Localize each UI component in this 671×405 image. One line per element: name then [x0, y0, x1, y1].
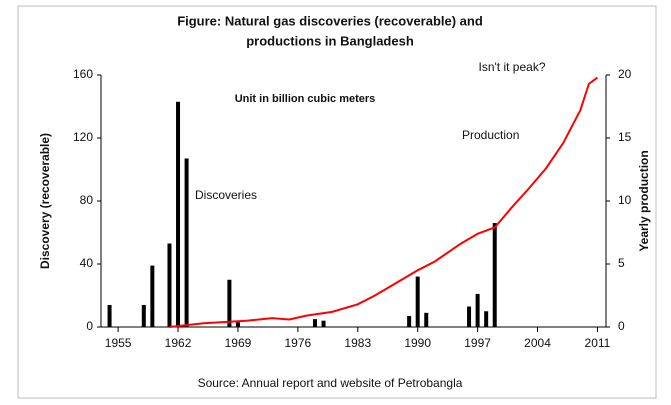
x-tick-label: 1997 — [464, 336, 491, 350]
bar — [312, 319, 317, 327]
bar — [475, 293, 480, 327]
x-tick-label: 1976 — [285, 336, 312, 350]
y-tick-label: 80 — [80, 193, 94, 207]
bar — [184, 158, 189, 327]
y-tick-label: 160 — [73, 67, 93, 81]
chart-title: productions in Bangladesh — [246, 33, 414, 48]
bar — [150, 265, 155, 327]
x-tick-label: 1969 — [225, 336, 252, 350]
x-tick-label: 1990 — [404, 336, 431, 350]
chart-frame — [17, 5, 657, 399]
y-axis-label: Discovery (recoverable) — [38, 133, 52, 269]
line — [169, 76, 599, 328]
series-label: Discoveries — [195, 188, 257, 202]
bar — [141, 304, 146, 327]
y2-tick-label: 10 — [618, 193, 632, 207]
y2-tick-label: 0 — [618, 319, 625, 333]
bar — [484, 311, 489, 327]
y-tick-label: 0 — [86, 319, 93, 333]
bar — [227, 279, 232, 327]
bar — [176, 101, 181, 328]
bar — [235, 322, 240, 327]
bar — [407, 315, 412, 327]
y2-tick-label: 15 — [618, 130, 632, 144]
y2-tick-label: 20 — [618, 67, 632, 81]
y-tick-label: 120 — [73, 130, 93, 144]
x-tick-label: 1955 — [105, 336, 132, 350]
bar — [424, 312, 429, 327]
bar — [321, 320, 326, 327]
x-tick-label: 1962 — [165, 336, 192, 350]
x-tick-label: 2011 — [585, 336, 611, 350]
bar — [492, 223, 497, 327]
annotation: Isn't it peak? — [479, 60, 546, 74]
y2-tick-label: 5 — [618, 256, 625, 270]
series-label: Production — [462, 128, 519, 142]
chart-title: Figure: Natural gas discoveries (recover… — [177, 13, 483, 28]
bar — [167, 243, 172, 327]
bar — [415, 276, 420, 327]
x-tick-label: 1983 — [344, 336, 371, 350]
bar — [467, 306, 472, 327]
source: Source: Annual report and website of Pet… — [198, 376, 463, 390]
y-tick-label: 40 — [80, 256, 94, 270]
x-tick-label: 2004 — [524, 336, 551, 350]
y2-axis-label: Yearly production — [637, 150, 651, 251]
bar — [107, 304, 112, 327]
subtitle: Unit in billion cubic meters — [235, 93, 376, 105]
